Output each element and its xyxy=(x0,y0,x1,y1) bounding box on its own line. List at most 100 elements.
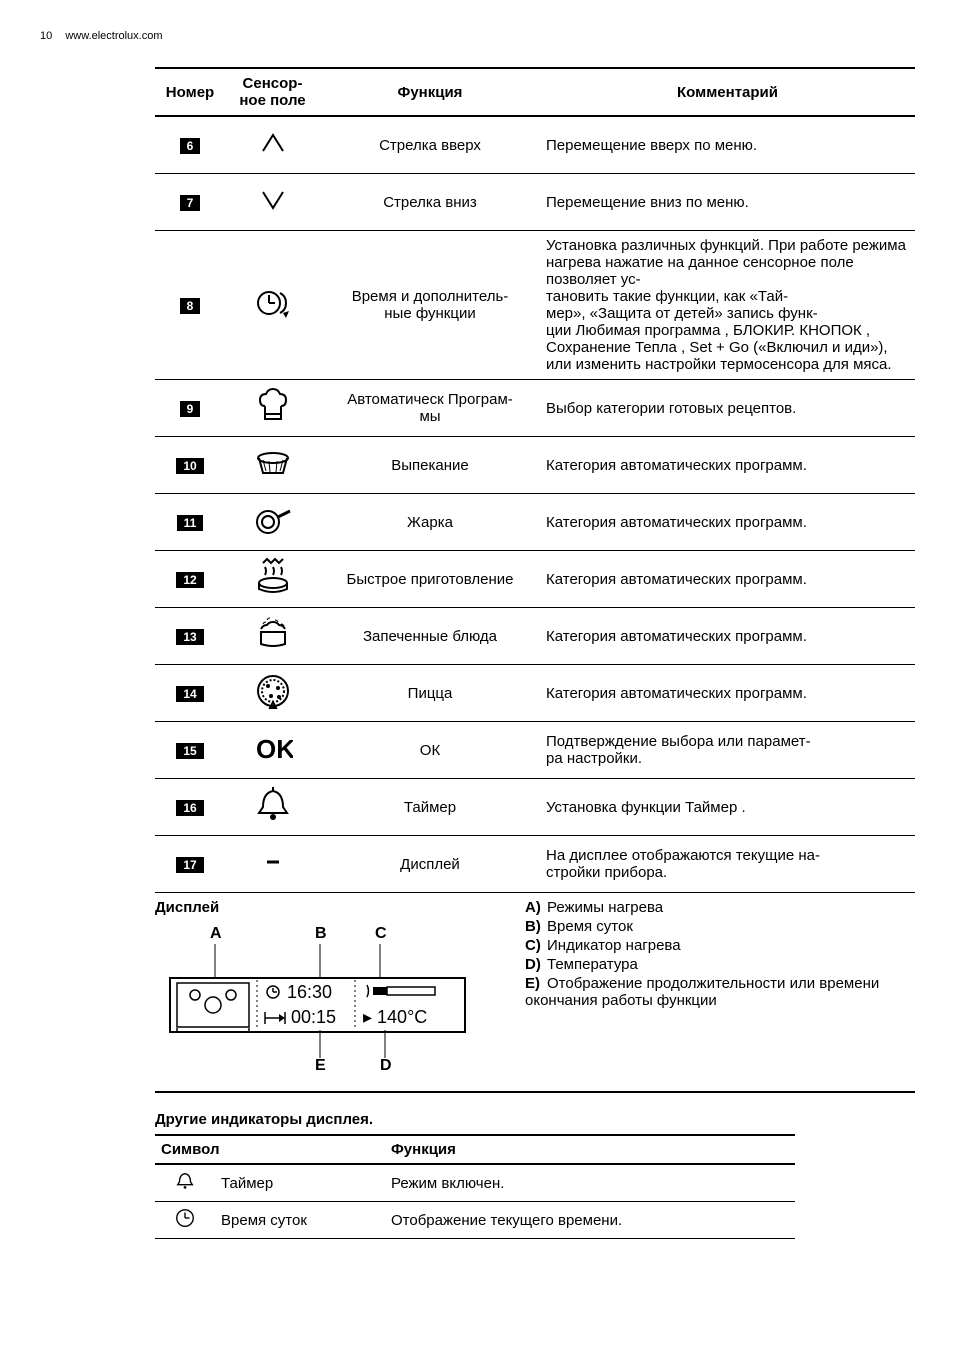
table-row: 6Стрелка вверхПеремещение вверх по меню. xyxy=(155,116,915,174)
dash-icon xyxy=(253,842,293,882)
chef-hat-icon xyxy=(253,386,293,426)
display-time2: 00:15 xyxy=(291,1007,336,1027)
row-icon-cell xyxy=(225,836,320,893)
display-diagram: A B C E D xyxy=(155,920,525,1079)
row-icon-cell xyxy=(225,174,320,231)
arrow-up-icon xyxy=(253,123,293,163)
pizza-icon xyxy=(253,671,293,711)
diagram-label-B: B xyxy=(315,925,327,942)
bell-small-icon xyxy=(174,1179,196,1196)
table-row: ТаймерРежим включен. xyxy=(155,1164,795,1202)
ok-icon: OK xyxy=(253,728,293,768)
sensor-table: Номер Сенсор- ное поле Функция Комментар… xyxy=(155,67,915,893)
symbol-function: Режим включен. xyxy=(385,1164,795,1202)
clock-options-icon xyxy=(253,283,293,323)
row-icon-cell xyxy=(225,494,320,551)
legend-letter: B) xyxy=(525,918,547,935)
row-comment-text: Перемещение вниз по меню. xyxy=(540,174,915,231)
legend-item: A)Режимы нагрева xyxy=(525,899,915,916)
diagram-label-E: E xyxy=(315,1057,326,1074)
quick-cook-icon xyxy=(253,557,293,597)
symbol-icon-cell xyxy=(155,1202,215,1239)
table-row: 7 Стрелка внизПеремещение вниз по меню. xyxy=(155,174,915,231)
legend-text: Время суток xyxy=(547,918,633,935)
row-comment-text: Категория автоматических программ. xyxy=(540,437,915,494)
bell-icon xyxy=(253,785,293,825)
table-row: 13 Запеченные блюдаКатегория автоматическ… xyxy=(155,608,915,665)
row-comment-text: Категория автоматических программ. xyxy=(540,494,915,551)
frying-pan-icon xyxy=(253,500,293,540)
row-icon-cell xyxy=(225,608,320,665)
diagram-label-C: C xyxy=(375,925,387,942)
legend-item: D)Температура xyxy=(525,956,915,973)
display-temp-value: ▸ 140°C xyxy=(363,1007,427,1027)
row-comment-text: Подтверждение выбора или парамет- ра нас… xyxy=(540,722,915,779)
display-time1: 16:30 xyxy=(287,982,332,1002)
legend-text: Отображение продолжительности или времен… xyxy=(525,975,879,1009)
row-comment-text: Категория автоматических программ. xyxy=(540,608,915,665)
table-row: 8 Время и дополнитель- ные функцииУстанов… xyxy=(155,231,915,380)
symbol-name: Таймер xyxy=(215,1164,385,1202)
row-function-text: Жарка xyxy=(320,494,540,551)
heat-indicator-icon xyxy=(367,985,435,997)
row-number-cell: 13 xyxy=(155,608,225,665)
row-function-text: Выпекание xyxy=(320,437,540,494)
main-table-container: Номер Сенсор- ное поле Функция Комментар… xyxy=(155,67,915,893)
symbol-table-header-function: Функция xyxy=(385,1135,795,1164)
legend-item: C)Индикатор нагрева xyxy=(525,937,915,954)
row-comment-text: Перемещение вверх по меню. xyxy=(540,116,915,174)
row-function-text: Запеченные блюда xyxy=(320,608,540,665)
page-number: 10 xyxy=(40,30,52,42)
legend-letter: A) xyxy=(525,899,547,916)
diagram-label-A: A xyxy=(210,925,222,942)
row-number-badge: 17 xyxy=(176,857,203,873)
casserole-icon xyxy=(253,614,293,654)
row-icon-cell xyxy=(225,779,320,836)
row-function-text: Время и дополнитель- ные функции xyxy=(320,231,540,380)
row-number-badge: 7 xyxy=(180,195,201,211)
row-function-text: Стрелка вниз xyxy=(320,174,540,231)
display-fan-icon xyxy=(173,983,253,1032)
row-function-text: Быстрое приготовление xyxy=(320,551,540,608)
table-row: Время сутокОтображение текущего времени. xyxy=(155,1202,795,1239)
row-number-cell: 14 xyxy=(155,665,225,722)
table-row: 17 ДисплейНа дисплее отображаются текущие… xyxy=(155,836,915,893)
header-comment: Комментарий xyxy=(540,68,915,116)
row-number-badge: 15 xyxy=(176,743,203,759)
row-number-badge: 13 xyxy=(176,629,203,645)
row-number-badge: 9 xyxy=(180,401,201,417)
row-comment-text: Категория автоматических программ. xyxy=(540,551,915,608)
svg-text:OK: OK xyxy=(256,734,293,764)
row-icon-cell xyxy=(225,116,320,174)
display-legend-list: A)Режимы нагреваB)Время сутокC)Индикатор… xyxy=(525,899,915,1009)
legend-letter: C) xyxy=(525,937,547,954)
row-function-text: Пицца xyxy=(320,665,540,722)
row-function-text: Дисплей xyxy=(320,836,540,893)
symbol-name: Время суток xyxy=(215,1202,385,1239)
legend-text: Индикатор нагрева xyxy=(547,937,681,954)
row-function-text: ОК xyxy=(320,722,540,779)
symbol-table-header-symbol: Символ xyxy=(155,1135,385,1164)
symbol-function: Отображение текущего времени. xyxy=(385,1202,795,1239)
legend-item: B)Время суток xyxy=(525,918,915,935)
row-comment-text: Установка функции Таймер . xyxy=(540,779,915,836)
header-sensor-field: Сенсор- ное поле xyxy=(225,68,320,116)
table-row: 16ТаймерУстановка функции Таймер . xyxy=(155,779,915,836)
row-number-cell: 7 xyxy=(155,174,225,231)
arrow-down-icon xyxy=(253,180,293,220)
row-number-badge: 8 xyxy=(180,298,201,314)
row-number-badge: 16 xyxy=(176,800,203,816)
duration-icon xyxy=(265,1012,285,1024)
page-header: 10 www.electrolux.com xyxy=(40,30,914,42)
row-icon-cell xyxy=(225,437,320,494)
row-comment-text: На дисплее отображаются текущие на- стро… xyxy=(540,836,915,893)
table-row: 15 OK ОКПодтверждение выбора или парамет- … xyxy=(155,722,915,779)
row-number-cell: 10 xyxy=(155,437,225,494)
row-number-badge: 10 xyxy=(176,458,203,474)
row-comment-text: Установка различных функций. При работе … xyxy=(540,231,915,380)
row-icon-cell xyxy=(225,231,320,380)
row-number-badge: 12 xyxy=(176,572,203,588)
table-row: 12 Быстрое приготовлениеКатегория автомат… xyxy=(155,551,915,608)
display-section: Дисплей A B C E D xyxy=(155,899,915,1093)
section-title-other-indicators: Другие индикаторы дисплея. xyxy=(155,1111,914,1128)
